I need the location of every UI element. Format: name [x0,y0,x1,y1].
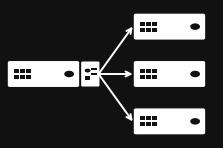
Bar [140,122,145,126]
Bar [146,69,151,73]
Bar [26,69,31,73]
FancyBboxPatch shape [81,62,99,86]
Bar [26,75,31,79]
Circle shape [190,23,200,30]
Bar [20,75,25,79]
Bar [140,75,145,79]
Bar [152,116,157,120]
Bar [91,73,97,75]
FancyBboxPatch shape [134,108,205,134]
Bar [152,69,157,73]
Bar [152,28,157,32]
Circle shape [190,118,200,125]
Bar [152,75,157,79]
Bar [140,116,145,120]
Bar [146,28,151,32]
Bar [140,22,145,26]
Bar [91,68,97,70]
Circle shape [85,69,91,73]
Circle shape [64,71,74,77]
Bar [14,69,19,73]
Bar [85,76,90,80]
Bar [146,22,151,26]
Bar [146,122,151,126]
Bar [146,75,151,79]
Bar [20,69,25,73]
FancyBboxPatch shape [134,14,205,40]
Bar [152,22,157,26]
Bar [152,122,157,126]
Bar [14,75,19,79]
FancyBboxPatch shape [8,61,79,87]
Bar [140,28,145,32]
Bar [146,116,151,120]
Bar [140,69,145,73]
Circle shape [190,71,200,77]
FancyBboxPatch shape [134,61,205,87]
